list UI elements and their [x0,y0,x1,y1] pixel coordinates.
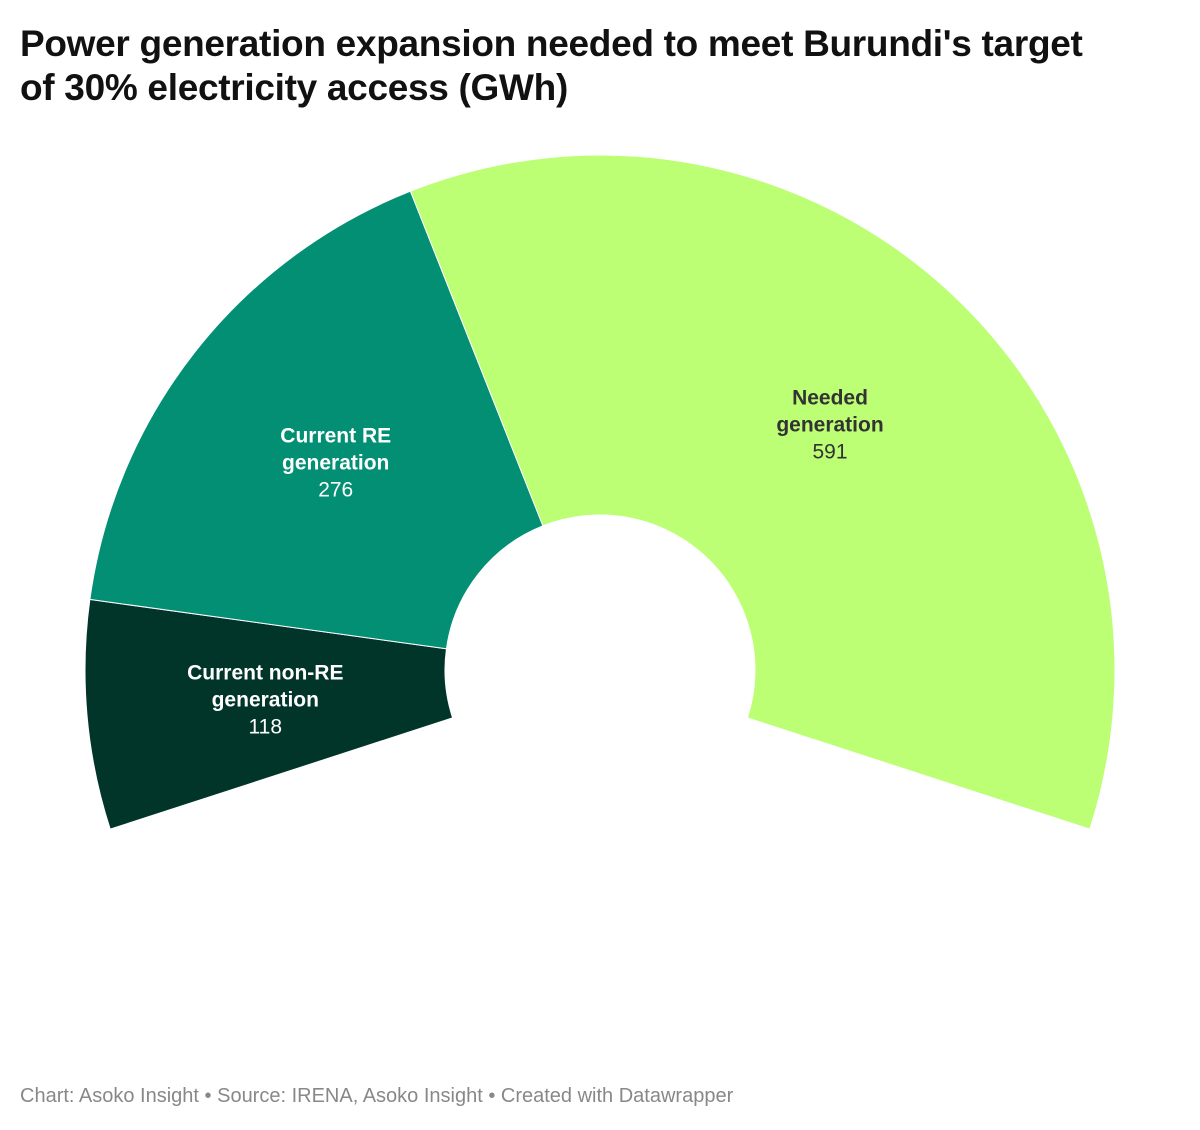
label-name: Current non-RE generation [187,661,344,712]
wedge [409,154,1116,830]
label-value: 591 [812,440,848,464]
chart-title: Power generation expansion needed to mee… [20,23,1083,108]
wedge [84,598,454,830]
footer: Chart: Asoko Insight • Source: IRENA, As… [20,1085,734,1107]
data-label: Needed generation 591 [745,385,915,466]
label-value: 118 [248,715,283,739]
label-name: Needed generation [776,386,884,437]
label-name: Current RE generation [280,424,392,474]
label-value: 276 [318,478,354,501]
data-label: Current non-RE generation 118 [180,659,350,740]
data-label: Current RE generation 276 [251,422,421,503]
wedge [89,190,544,650]
